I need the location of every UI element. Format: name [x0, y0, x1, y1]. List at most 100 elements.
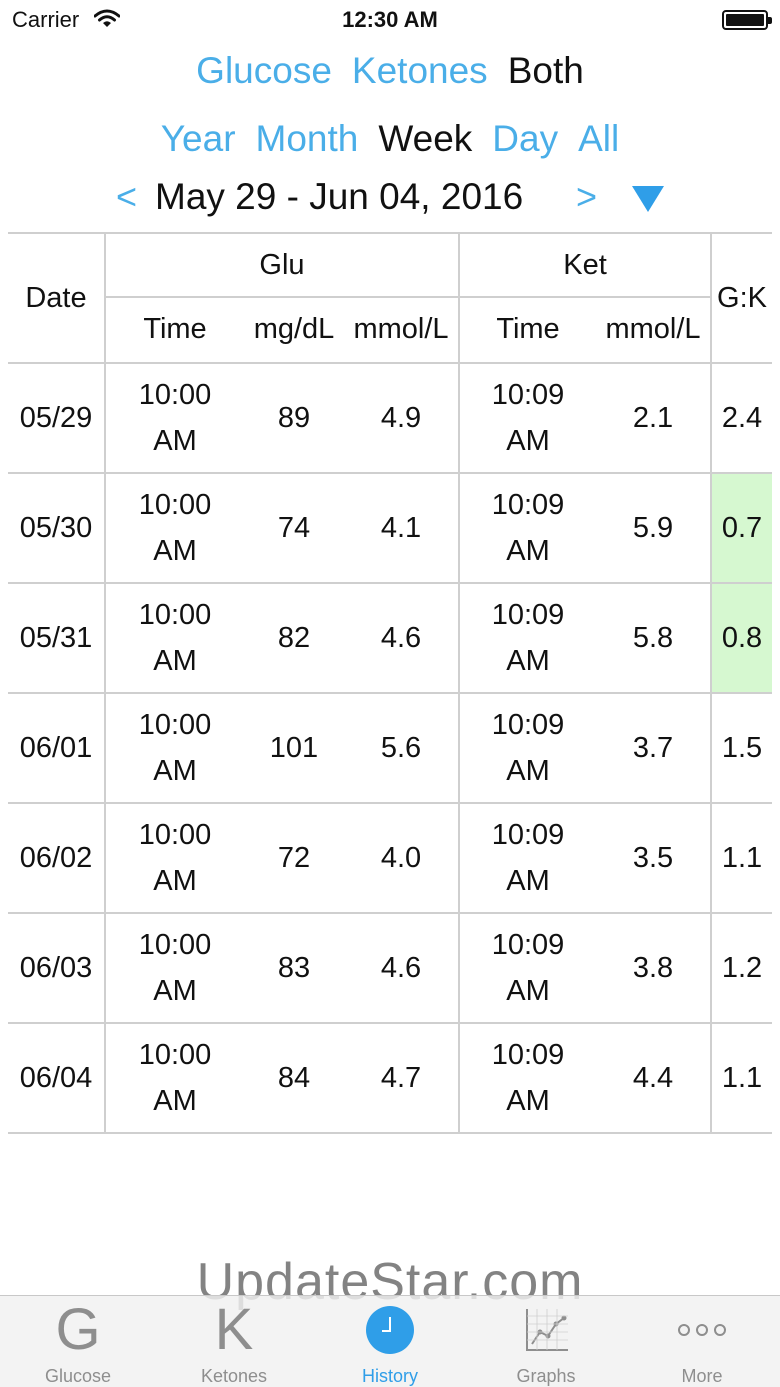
cell-ket-time-ampm: AM: [506, 425, 550, 457]
header-glu-mgdl: mg/dL: [253, 313, 335, 345]
cell-ket-time: 10:09 AM: [460, 914, 596, 1022]
status-time: 12:30 AM: [342, 7, 438, 32]
cell-gk-ratio: 1.1: [721, 1062, 763, 1094]
cell-ket-time-time: 10:09: [491, 709, 565, 741]
next-range-button[interactable]: >: [576, 176, 598, 217]
period-week[interactable]: Week: [378, 118, 473, 159]
cell-glu-mgdl: 72: [277, 842, 311, 874]
tab-ketones[interactable]: K Ketones: [156, 1296, 312, 1387]
cell-ket-time: 10:09 AM: [460, 584, 596, 692]
cell-glu-mmol: 4.9: [380, 402, 422, 434]
cell-ket-mmol: 5.9: [632, 512, 674, 544]
tab-more-label: More: [681, 1366, 723, 1386]
cell-ket-time-time: 10:09: [491, 929, 565, 961]
glucose-g-icon: G: [55, 1297, 101, 1362]
table-divider: [8, 1132, 772, 1134]
cell-glu-time-ampm: AM: [153, 865, 197, 897]
cell-glu-mgdl: 101: [269, 732, 319, 764]
cell-gk-ratio: 0.8: [712, 584, 772, 692]
cell-ket-time: 10:09 AM: [460, 694, 596, 802]
cell-glu-time-ampm: AM: [153, 975, 197, 1007]
header-glu-time: Time: [143, 313, 207, 345]
table-divider: [458, 232, 460, 1132]
carrier-label: Carrier: [12, 7, 80, 32]
table-divider: [710, 232, 712, 1132]
header-gk: G:K: [717, 282, 767, 314]
cell-gk-ratio: 0.7: [712, 474, 772, 582]
tab-graphs[interactable]: Graphs: [468, 1296, 624, 1387]
mode-both[interactable]: Both: [507, 50, 584, 91]
cell-glu-time-ampm: AM: [153, 425, 197, 457]
cell-ket-mmol: 3.5: [632, 842, 674, 874]
table-divider: [8, 232, 772, 234]
cell-gk-ratio: 1.1: [721, 842, 763, 874]
prev-range-button[interactable]: <: [116, 176, 138, 217]
cell-date: 06/02: [19, 842, 93, 874]
more-dots-icon: [678, 1324, 726, 1336]
header-glu-mmol: mmol/L: [353, 313, 449, 345]
date-range-label: May 29 - Jun 04, 2016: [155, 176, 524, 217]
cell-glu-mgdl: 82: [277, 622, 311, 654]
cell-glu-mmol: 4.0: [380, 842, 422, 874]
cell-ket-time-ampm: AM: [506, 865, 550, 897]
cell-date: 06/01: [19, 732, 93, 764]
cell-ket-time-ampm: AM: [506, 535, 550, 567]
cell-glu-time-ampm: AM: [153, 755, 197, 787]
status-bar: Carrier 12:30 AM: [0, 0, 780, 40]
cell-gk-ratio: 2.4: [721, 402, 763, 434]
tab-glucose[interactable]: G Glucose: [0, 1296, 156, 1387]
period-day[interactable]: Day: [492, 118, 559, 159]
cell-ket-time: 10:09 AM: [460, 804, 596, 912]
tab-more[interactable]: More: [624, 1296, 780, 1387]
wifi-icon: [94, 9, 120, 27]
cell-date: 06/04: [19, 1062, 93, 1094]
cell-ket-time-ampm: AM: [506, 755, 550, 787]
period-year[interactable]: Year: [160, 118, 236, 159]
table-divider: [8, 802, 772, 804]
period-month[interactable]: Month: [255, 118, 359, 159]
header-glu: Glu: [259, 249, 305, 281]
tab-graphs-label: Graphs: [516, 1366, 576, 1386]
cell-glu-time: 10:00 AM: [106, 584, 244, 692]
cell-glu-time-ampm: AM: [153, 645, 197, 677]
mode-glucose[interactable]: Glucose: [196, 50, 332, 91]
cell-ket-time-ampm: AM: [506, 645, 550, 677]
tab-history[interactable]: History: [312, 1296, 468, 1387]
cell-date: 05/31: [19, 622, 93, 654]
cell-ket-time-time: 10:09: [491, 819, 565, 851]
cell-ket-time-time: 10:09: [491, 489, 565, 521]
cell-glu-time: 10:00 AM: [106, 914, 244, 1022]
cell-ket-time: 10:09 AM: [460, 1024, 596, 1132]
table-divider: [8, 582, 772, 584]
mode-ketones[interactable]: Ketones: [351, 50, 488, 91]
dropdown-triangle-icon[interactable]: [632, 186, 664, 212]
header-ket-mmol: mmol/L: [605, 313, 701, 345]
cell-glu-time-ampm: AM: [153, 535, 197, 567]
cell-glu-time-time: 10:00: [138, 599, 212, 631]
tab-bar: G Glucose K Ketones History Graphs More: [0, 1295, 780, 1387]
table-divider: [8, 912, 772, 914]
cell-glu-mmol: 4.1: [380, 512, 422, 544]
cell-glu-time: 10:00 AM: [106, 1024, 244, 1132]
cell-glu-time-time: 10:00: [138, 379, 212, 411]
cell-glu-time-time: 10:00: [138, 819, 212, 851]
cell-ket-time-time: 10:09: [491, 599, 565, 631]
cell-glu-time-time: 10:00: [138, 1039, 212, 1071]
cell-ket-time-time: 10:09: [491, 379, 565, 411]
graph-icon: [526, 1309, 568, 1351]
cell-glu-time: 10:00 AM: [106, 804, 244, 912]
cell-glu-time: 10:00 AM: [106, 474, 244, 582]
cell-date: 06/03: [19, 952, 93, 984]
cell-glu-mgdl: 89: [277, 402, 311, 434]
tab-ketones-label: Ketones: [200, 1366, 268, 1386]
header-ket: Ket: [563, 249, 607, 281]
period-all[interactable]: All: [578, 118, 620, 159]
header-ket-time: Time: [496, 313, 560, 345]
tab-history-label: History: [361, 1366, 418, 1386]
cell-ket-time: 10:09 AM: [460, 474, 596, 582]
cell-ket-time-ampm: AM: [506, 1085, 550, 1117]
cell-gk-ratio: 1.2: [721, 952, 763, 984]
cell-ket-mmol: 2.1: [632, 402, 674, 434]
cell-glu-mgdl: 83: [277, 952, 311, 984]
cell-ket-time-ampm: AM: [506, 975, 550, 1007]
